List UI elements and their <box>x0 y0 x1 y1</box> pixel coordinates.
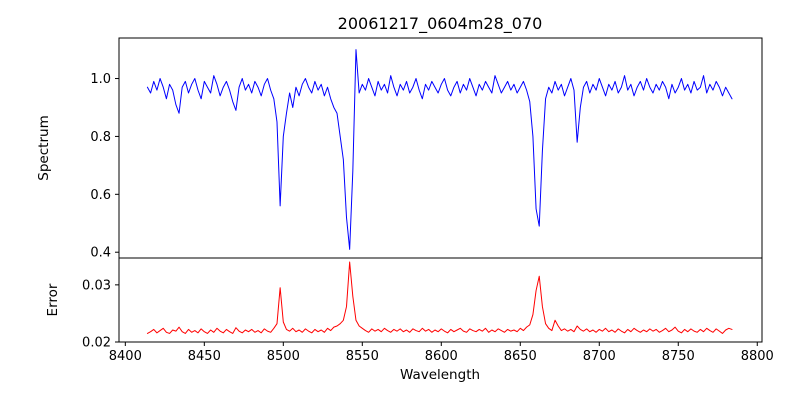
error-panel-frame <box>118 257 763 343</box>
x-axis: 8400 8450 8500 8550 8600 8650 8700 8750 8800 <box>109 342 774 364</box>
y-tick-label: 1.0 <box>90 72 111 87</box>
x-tick-label: 8750 <box>662 349 695 364</box>
x-tick-label: 8550 <box>346 349 379 364</box>
x-axis-label: Wavelength <box>400 367 480 383</box>
spectrum-panel: 0.4 0.6 0.8 1.0 <box>90 37 763 261</box>
spectrum-curve <box>146 49 733 250</box>
x-tick-label: 8450 <box>188 349 221 364</box>
x-tick-label: 8800 <box>741 349 774 364</box>
error-y-axis-label: Error <box>45 283 61 316</box>
y-tick-label: 0.4 <box>90 246 111 261</box>
x-tick-label: 8600 <box>425 349 458 364</box>
x-tick-label: 8650 <box>504 349 537 364</box>
spectrum-panel-frame <box>118 37 763 259</box>
x-tick-label: 8400 <box>109 349 142 364</box>
y-tick-label: 0.8 <box>90 130 111 145</box>
y-tick-label: 0.02 <box>82 336 111 351</box>
y-tick-label: 0.6 <box>90 188 111 203</box>
x-tick-label: 8700 <box>583 349 616 364</box>
spectrum-y-axis-label: Spectrum <box>36 115 52 180</box>
error-y-axis: 0.02 0.03 <box>82 278 119 351</box>
error-panel: 0.02 0.03 8400 8450 8500 8550 8600 8650 8700 875… <box>82 257 774 364</box>
x-tick-label: 8500 <box>267 349 300 364</box>
chart-title: 20061217_0604m28_070 <box>338 14 543 34</box>
spectrum-y-axis: 0.4 0.6 0.8 1.0 <box>90 72 119 261</box>
error-curve <box>146 261 733 334</box>
y-tick-label: 0.03 <box>82 278 111 293</box>
